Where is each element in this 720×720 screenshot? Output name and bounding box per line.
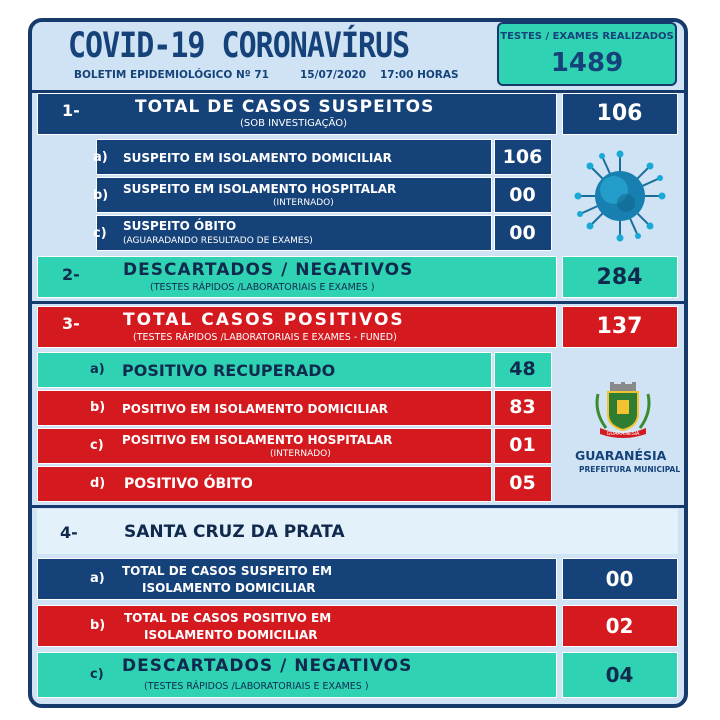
sc-discarded-row: c) DESCARTADOS / NEGATIVOS (TESTES RÁPID…: [37, 652, 557, 698]
positive-recovered-value-box: 48: [494, 352, 552, 388]
bulletin-time: 17:00 HORAS: [380, 69, 459, 81]
positive-death-label: POSITIVO ÓBITO: [124, 476, 253, 492]
divider: [28, 301, 688, 304]
positive-hospital-sub: (INTERNADO): [270, 449, 331, 459]
virus-icon: [574, 150, 666, 242]
sc-suspected-row: a) TOTAL DE CASOS SUSPEITO EM ISOLAMENTO…: [37, 558, 557, 600]
tests-performed-value: 1489: [550, 48, 624, 78]
santa-cruz-title: SANTA CRUZ DA PRATA: [124, 522, 345, 542]
suspected-total-value-box: 106: [562, 93, 678, 135]
city-name: GUARANÉSIA: [575, 448, 667, 463]
row-letter: c): [90, 438, 104, 453]
divider: [28, 505, 688, 508]
city-coat-of-arms-icon: GUARANÉSIA: [595, 382, 651, 438]
discarded-value: 284: [596, 265, 643, 290]
row-letter: a): [90, 362, 105, 377]
discarded-value-box: 284: [562, 256, 678, 298]
discarded-row: 2- DESCARTADOS / NEGATIVOS (TESTES RÁPID…: [37, 256, 557, 298]
suspected-home-isolation-label: SUSPEITO EM ISOLAMENTO DOMICILIAR: [123, 151, 392, 165]
section-number: 4-: [60, 523, 78, 542]
santa-cruz-header: 4- SANTA CRUZ DA PRATA: [37, 509, 678, 554]
section-number: 1-: [62, 101, 80, 120]
sc-discarded-value: 04: [605, 663, 634, 687]
row-letter: c): [90, 667, 104, 682]
positive-death-value-box: 05: [494, 466, 552, 502]
discarded-title: DESCARTADOS / NEGATIVOS: [123, 260, 414, 280]
positive-death-row: d) POSITIVO ÓBITO: [37, 466, 492, 502]
suspected-total-title: TOTAL DE CASOS SUSPEITOS: [135, 97, 435, 117]
positive-hospital-value-box: 01: [494, 428, 552, 464]
sc-discarded-line1: DESCARTADOS / NEGATIVOS: [122, 656, 413, 676]
discarded-subtitle: (TESTES RÁPIDOS /LABORATORIAIS E EXAMES …: [150, 282, 375, 293]
suspected-home-isolation-row: a) SUSPEITO EM ISOLAMENTO DOMICILIAR: [93, 139, 492, 175]
sc-positive-line2: ISOLAMENTO DOMICILIAR: [144, 628, 318, 642]
sc-discarded-value-box: 04: [562, 652, 678, 698]
row-letter: d): [90, 476, 106, 491]
suspected-hospital-value: 00: [509, 184, 536, 206]
positive-home-isolation-value-box: 83: [494, 390, 552, 426]
sc-discarded-line2: (TESTES RÁPIDOS /LABORATORIAIS E EXAMES …: [144, 681, 369, 692]
positive-hospital-label: POSITIVO EM ISOLAMENTO HOSPITALAR: [122, 433, 393, 447]
sc-positive-row: b) TOTAL DE CASOS POSITIVO EM ISOLAMENTO…: [37, 605, 557, 647]
row-letter: b): [90, 400, 106, 415]
suspected-total-subtitle: (SOB INVESTIGAÇÃO): [240, 118, 347, 129]
suspected-total-value: 106: [596, 101, 643, 126]
section-number: 2-: [62, 265, 80, 284]
suspected-death-value: 00: [509, 222, 536, 244]
sc-suspected-line2: ISOLAMENTO DOMICILIAR: [142, 581, 316, 595]
positive-total-value-box: 137: [562, 306, 678, 348]
sc-positive-value-box: 02: [562, 605, 678, 647]
positive-recovered-row: a) POSITIVO RECUPERADO: [37, 352, 492, 388]
row-letter: a): [90, 571, 105, 586]
positive-recovered-label: POSITIVO RECUPERADO: [122, 361, 336, 380]
suspected-death-row: c) SUSPEITO ÓBITO (AGUARADANDO RESULTADO…: [93, 215, 492, 251]
row-letter: a): [93, 150, 108, 165]
suspected-death-value-box: 00: [494, 215, 552, 251]
positive-home-isolation-label: POSITIVO EM ISOLAMENTO DOMICILIAR: [122, 402, 388, 416]
positive-recovered-value: 48: [509, 358, 536, 380]
sc-suspected-value-box: 00: [562, 558, 678, 600]
positive-total-subtitle: (TESTES RÁPIDOS /LABORATORIAIS E EXAMES …: [133, 332, 397, 343]
row-letter: b): [90, 618, 106, 633]
suspected-death-sub: (AGUARADANDO RESULTADO DE EXAMES): [123, 236, 313, 246]
suspected-hospital-sub: (INTERNADO): [273, 198, 334, 208]
section-number: 3-: [62, 314, 80, 333]
suspected-hospital-value-box: 00: [494, 177, 552, 213]
tests-performed-box: TESTES / EXAMES REALIZADOS 1489: [497, 22, 677, 86]
positive-death-value: 05: [509, 472, 536, 494]
bulletin-date: 15/07/2020: [300, 69, 367, 81]
suspected-home-isolation-value-box: 106: [494, 139, 552, 175]
sc-positive-value: 02: [605, 614, 634, 638]
divider: [28, 90, 688, 93]
positive-home-isolation-value: 83: [509, 396, 536, 418]
bulletin-number: BOLETIM EPIDEMIOLÓGICO Nº 71: [74, 69, 269, 81]
city-hall-label: PREFEITURA MUNICIPAL: [579, 465, 681, 474]
page-title: COVID-19 CORONAVÍRUS: [68, 26, 410, 67]
coat-ribbon: GUARANÉSIA: [607, 430, 640, 437]
positive-home-isolation-row: b) POSITIVO EM ISOLAMENTO DOMICILIAR: [37, 390, 492, 426]
positive-total-title: TOTAL CASOS POSITIVOS: [123, 310, 405, 330]
row-letter: c): [93, 226, 107, 241]
tests-performed-label: TESTES / EXAMES REALIZADOS: [500, 31, 674, 42]
suspected-hospital-label: SUSPEITO EM ISOLAMENTO HOSPITALAR: [123, 182, 397, 196]
sc-suspected-value: 00: [605, 567, 634, 591]
sc-suspected-line1: TOTAL DE CASOS SUSPEITO EM: [122, 564, 333, 578]
suspected-home-isolation-value: 106: [502, 146, 543, 168]
positive-hospital-value: 01: [509, 434, 536, 456]
suspected-total-row: 1- TOTAL DE CASOS SUSPEITOS (SOB INVESTI…: [37, 93, 557, 135]
suspected-death-label: SUSPEITO ÓBITO: [123, 219, 237, 233]
positive-total-value: 137: [596, 314, 643, 339]
sc-positive-line1: TOTAL DE CASOS POSITIVO EM: [124, 611, 332, 625]
suspected-hospital-row: b) SUSPEITO EM ISOLAMENTO HOSPITALAR (IN…: [93, 177, 492, 213]
positive-hospital-row: c) POSITIVO EM ISOLAMENTO HOSPITALAR (IN…: [37, 428, 492, 464]
positive-total-row: 3- TOTAL CASOS POSITIVOS (TESTES RÁPIDOS…: [37, 306, 557, 348]
row-letter: b): [93, 188, 109, 203]
